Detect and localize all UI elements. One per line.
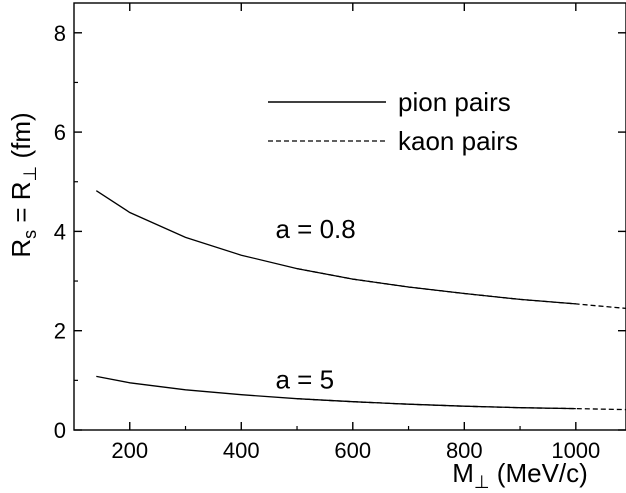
- legend-label-pion-pairs: pion pairs: [398, 87, 511, 117]
- annotation-a-0-8: a = 0.8: [275, 214, 355, 244]
- y-tick-label: 8: [54, 21, 66, 46]
- x-tick-label: 400: [223, 438, 260, 463]
- x-axis-label: M⊥ (MeV/c): [452, 458, 588, 492]
- x-axis-label-unit: (MeV/c): [490, 458, 588, 488]
- x-tick-label: 200: [111, 438, 148, 463]
- x-axis-label-subscript: ⊥: [474, 472, 490, 492]
- y-axis-label-main: R: [6, 239, 36, 258]
- y-axis-label-subscript-s: s: [20, 230, 40, 239]
- annotation-a-5: a = 5: [275, 364, 334, 394]
- y-axis-label-subscript-perp: ⊥: [20, 166, 40, 182]
- y-tick-label: 6: [54, 120, 66, 145]
- y-axis-label-unit: (fm): [6, 112, 36, 165]
- x-tick-label: 600: [334, 438, 371, 463]
- x-axis-label-main: M: [452, 458, 474, 488]
- y-tick-label: 2: [54, 319, 66, 344]
- y-axis-label-mid: = R: [6, 181, 36, 229]
- legend-label-kaon-pairs: kaon pairs: [398, 126, 518, 156]
- y-tick-label: 0: [54, 418, 66, 443]
- y-tick-label: 4: [54, 219, 66, 244]
